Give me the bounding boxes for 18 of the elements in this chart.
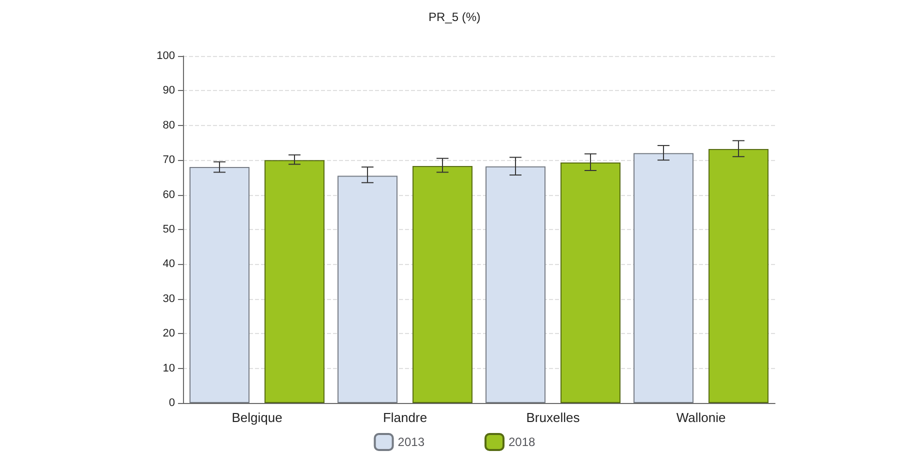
- x-tick-label: Bruxelles: [526, 410, 580, 425]
- x-tick-label: Belgique: [232, 410, 282, 425]
- y-tick-label: 60: [162, 188, 175, 201]
- y-tick-label: 90: [162, 84, 175, 97]
- y-tick-label: 40: [162, 258, 175, 270]
- y-tick-label: 20: [162, 328, 175, 340]
- y-tick-label: 10: [162, 362, 175, 374]
- x-tick-label: Wallonie: [676, 410, 726, 425]
- y-tick-label: 50: [162, 224, 175, 236]
- legend-label: 2013: [398, 435, 425, 449]
- y-tick-label: 100: [156, 50, 175, 62]
- y-tick-label: 30: [162, 292, 175, 305]
- y-tick-label: 80: [162, 119, 175, 132]
- legend-label: 2018: [508, 435, 536, 449]
- y-tick-label: 0: [168, 397, 175, 409]
- x-tick-label: Flandre: [382, 410, 428, 425]
- y-tick-label: 70: [162, 154, 175, 166]
- chart-title: PR_5 (%): [428, 10, 481, 24]
